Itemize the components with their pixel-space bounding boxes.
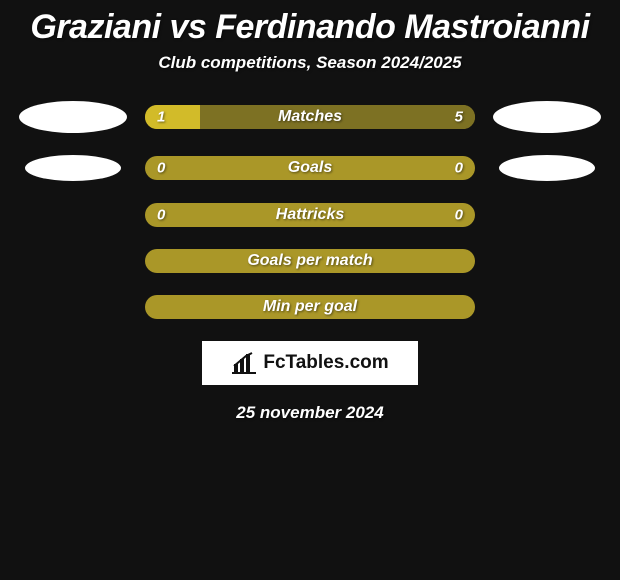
comparison-infographic: Graziani vs Ferdinando Mastroianni Club … — [0, 0, 620, 580]
club-badge-right — [493, 101, 601, 133]
stat-row-hattricks: 0 Hattricks 0 — [0, 203, 620, 227]
club-badge-left — [25, 155, 121, 181]
stat-bar-goals-per-match: Goals per match — [145, 249, 475, 273]
brand-label: FcTables.com — [263, 352, 388, 374]
stat-bar-goals: 0 Goals 0 — [145, 156, 475, 180]
stat-value-right: 0 — [455, 207, 463, 224]
stat-value-right: 5 — [455, 109, 463, 126]
stat-label: Goals — [288, 159, 332, 177]
page-subtitle: Club competitions, Season 2024/2025 — [0, 53, 620, 73]
stat-label: Matches — [278, 108, 342, 126]
stat-label: Goals per match — [247, 252, 372, 270]
page-title: Graziani vs Ferdinando Mastroianni — [0, 8, 620, 47]
bar-chart-icon — [231, 352, 257, 374]
club-right-slot — [493, 155, 601, 181]
bar-fill-left — [145, 105, 200, 129]
stat-bar-matches: 1 Matches 5 — [145, 105, 475, 129]
stat-value-left: 0 — [157, 207, 165, 224]
stat-value-right: 0 — [455, 160, 463, 177]
club-badge-right — [499, 155, 595, 181]
stat-row-min-per-goal: Min per goal — [0, 295, 620, 319]
club-left-slot — [19, 155, 127, 181]
stats-chart: 1 Matches 5 0 Goals 0 — [0, 101, 620, 319]
stat-row-matches: 1 Matches 5 — [0, 101, 620, 133]
stat-bar-min-per-goal: Min per goal — [145, 295, 475, 319]
club-badge-left — [19, 101, 127, 133]
stat-value-left: 1 — [157, 109, 165, 126]
club-left-slot — [19, 101, 127, 133]
stat-label: Min per goal — [263, 298, 357, 316]
stat-bar-hattricks: 0 Hattricks 0 — [145, 203, 475, 227]
stat-value-left: 0 — [157, 160, 165, 177]
club-right-slot — [493, 101, 601, 133]
stat-row-goals-per-match: Goals per match — [0, 249, 620, 273]
stat-row-goals: 0 Goals 0 — [0, 155, 620, 181]
stat-label: Hattricks — [276, 206, 344, 224]
brand-box: FcTables.com — [202, 341, 418, 385]
date-label: 25 november 2024 — [0, 403, 620, 423]
